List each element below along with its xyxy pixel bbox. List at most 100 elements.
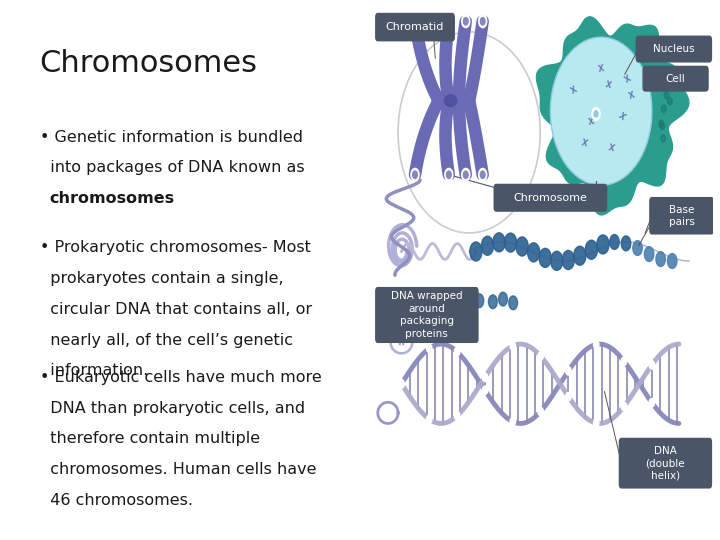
Circle shape [464,171,468,178]
Text: X: X [624,74,633,85]
Circle shape [446,18,451,25]
Circle shape [411,15,419,28]
Text: X: X [588,117,595,127]
Circle shape [631,90,636,97]
Circle shape [413,18,418,25]
Circle shape [621,236,631,251]
Text: therefore contain multiple: therefore contain multiple [40,431,260,447]
Circle shape [593,340,599,349]
Circle shape [480,18,485,25]
Circle shape [574,246,586,265]
Circle shape [411,168,419,181]
Text: .: . [127,191,132,206]
Circle shape [644,247,654,261]
Text: DNA wrapped
around
packaging
proteins: DNA wrapped around packaging proteins [391,292,463,339]
Circle shape [454,348,460,356]
Circle shape [662,105,666,112]
Circle shape [667,98,672,105]
Circle shape [592,107,600,120]
Circle shape [585,240,598,259]
Text: • Eukaryotic cells have much more: • Eukaryotic cells have much more [40,370,321,385]
Text: Chromosomes: Chromosomes [40,49,258,78]
Text: X: X [580,138,588,148]
Circle shape [594,111,598,117]
Circle shape [539,248,552,267]
Circle shape [593,419,599,427]
Text: Chromosome: Chromosome [513,193,588,202]
FancyBboxPatch shape [636,36,712,63]
FancyBboxPatch shape [375,13,455,42]
FancyBboxPatch shape [493,184,607,212]
Circle shape [595,84,599,92]
Circle shape [562,151,567,158]
Circle shape [604,164,609,171]
Circle shape [621,357,626,366]
Circle shape [621,402,626,410]
Circle shape [662,77,667,85]
Circle shape [562,251,575,269]
Circle shape [623,81,627,89]
Circle shape [570,145,575,152]
Text: X: X [604,80,612,90]
Circle shape [606,48,611,55]
Circle shape [510,342,516,350]
Circle shape [619,77,624,84]
Text: Chromatid: Chromatid [386,22,444,32]
Circle shape [480,171,485,178]
Circle shape [649,361,654,369]
Text: prokaryotes contain a single,: prokaryotes contain a single, [40,271,283,286]
FancyBboxPatch shape [375,287,479,343]
Circle shape [593,122,597,129]
Text: information.: information. [40,363,148,379]
Circle shape [649,399,654,407]
Text: DNA
(double
helix): DNA (double helix) [646,446,685,481]
Circle shape [509,296,518,309]
Circle shape [624,146,629,153]
Circle shape [475,294,484,308]
Circle shape [590,128,594,136]
Circle shape [594,59,598,66]
Circle shape [601,80,606,88]
Circle shape [594,151,599,159]
Circle shape [551,251,563,271]
Text: circular DNA that contains all, or: circular DNA that contains all, or [40,302,312,317]
Circle shape [601,55,606,62]
Text: chromosomes. Human cells have: chromosomes. Human cells have [40,462,316,477]
Circle shape [505,233,517,252]
Text: 46 chromosomes.: 46 chromosomes. [40,493,193,508]
Circle shape [661,135,665,142]
Circle shape [596,169,600,177]
Circle shape [538,352,544,360]
Circle shape [613,141,617,149]
Circle shape [597,235,609,254]
Text: Nucleus: Nucleus [653,44,695,54]
Circle shape [445,15,453,28]
Circle shape [559,89,564,97]
Circle shape [454,296,464,309]
Circle shape [488,295,498,309]
Text: X: X [598,64,605,74]
Circle shape [660,122,665,130]
Circle shape [582,91,586,98]
Circle shape [446,171,451,178]
Circle shape [538,407,544,416]
Circle shape [479,168,487,181]
Circle shape [662,72,667,79]
Circle shape [591,127,595,135]
Text: • Prokaryotic chromosomes- Most: • Prokaryotic chromosomes- Most [40,240,310,255]
Circle shape [426,415,432,423]
Text: Cell: Cell [666,73,685,84]
Text: nearly all, of the cell’s genetic: nearly all, of the cell’s genetic [40,333,292,348]
Circle shape [470,242,482,261]
Circle shape [498,292,508,306]
Circle shape [587,83,591,90]
FancyBboxPatch shape [649,197,714,234]
FancyBboxPatch shape [642,66,708,92]
Circle shape [600,65,605,73]
Circle shape [622,138,627,145]
Circle shape [612,134,616,142]
Circle shape [479,15,487,28]
Circle shape [659,120,664,127]
Circle shape [426,344,432,353]
Circle shape [667,254,677,268]
